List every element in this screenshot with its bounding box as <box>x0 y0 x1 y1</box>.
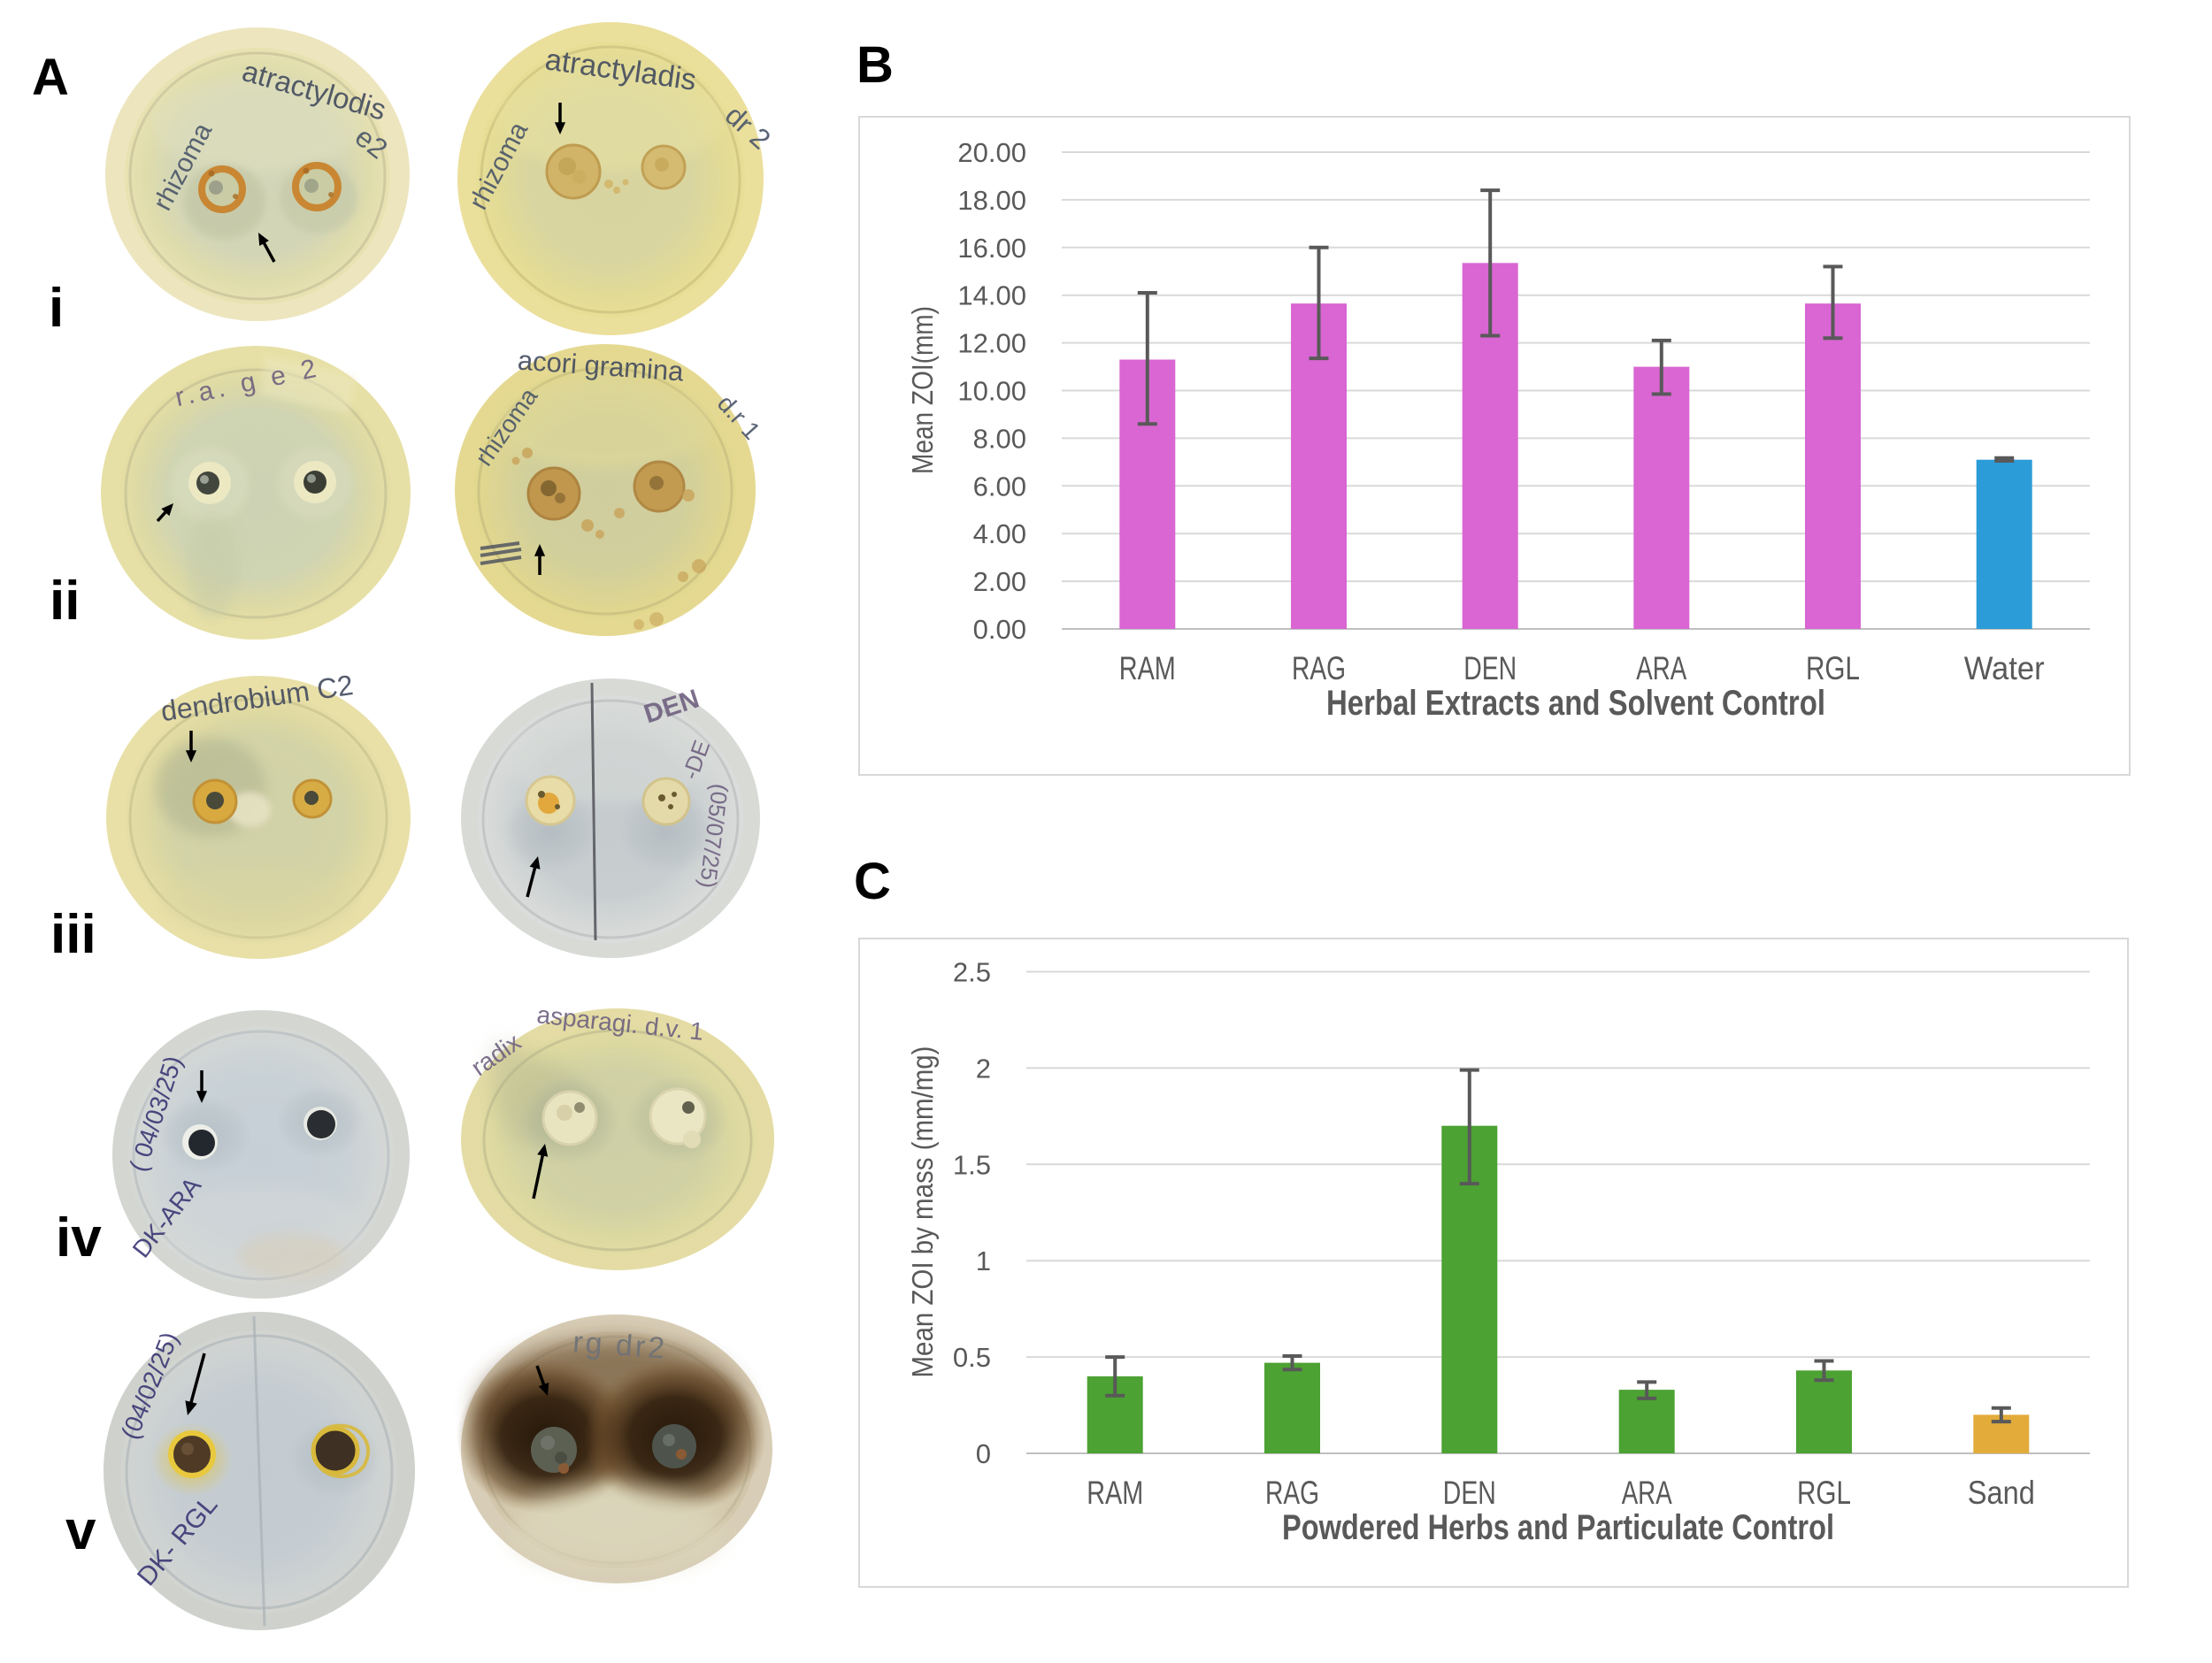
svg-text:iii: iii <box>50 904 96 965</box>
svg-text:C: C <box>854 853 891 910</box>
svg-text:A: A <box>32 49 69 106</box>
svg-text:6.00: 6.00 <box>973 471 1026 502</box>
svg-text:RAM: RAM <box>1119 650 1176 686</box>
svg-text:RGL: RGL <box>1806 650 1860 686</box>
svg-text:1: 1 <box>976 1245 991 1276</box>
svg-text:v: v <box>65 1500 96 1561</box>
svg-text:Mean ZOI(mm): Mean ZOI(mm) <box>906 306 939 474</box>
svg-text:rg dr2: rg dr2 <box>572 1325 668 1365</box>
svg-text:B: B <box>856 36 894 94</box>
svg-text:Powdered Herbs and Particulate: Powdered Herbs and Particulate Control <box>1282 1508 1834 1547</box>
svg-text:16.00: 16.00 <box>957 233 1026 264</box>
svg-text:RAG: RAG <box>1292 650 1346 686</box>
svg-text:i: i <box>49 278 64 339</box>
svg-text:Water: Water <box>1964 650 2045 686</box>
svg-text:Herbal Extracts and Solvent Co: Herbal Extracts and Solvent Control <box>1326 684 1825 723</box>
svg-text:iv: iv <box>56 1207 102 1268</box>
svg-text:DEN: DEN <box>1463 650 1517 686</box>
svg-text:1.5: 1.5 <box>953 1149 991 1180</box>
svg-text:14.00: 14.00 <box>957 280 1026 311</box>
svg-text:RAM: RAM <box>1087 1475 1143 1511</box>
svg-text:2: 2 <box>976 1053 991 1084</box>
svg-text:2.00: 2.00 <box>973 566 1026 597</box>
svg-text:Mean ZOI by mass (mm/mg): Mean ZOI by mass (mm/mg) <box>906 1046 939 1378</box>
svg-text:12.00: 12.00 <box>957 328 1026 359</box>
svg-text:2.5: 2.5 <box>953 957 991 988</box>
svg-text:0.5: 0.5 <box>953 1342 991 1373</box>
svg-text:Sand: Sand <box>1968 1475 2035 1511</box>
svg-text:ii: ii <box>50 571 80 632</box>
svg-text:RAG: RAG <box>1265 1475 1319 1511</box>
svg-text:18.00: 18.00 <box>957 185 1026 216</box>
svg-text:ARA: ARA <box>1622 1475 1672 1511</box>
svg-text:RGL: RGL <box>1797 1475 1851 1511</box>
svg-text:20.00: 20.00 <box>957 137 1026 168</box>
svg-text:8.00: 8.00 <box>973 423 1026 454</box>
svg-text:4.00: 4.00 <box>973 518 1026 549</box>
svg-text:ARA: ARA <box>1636 650 1686 686</box>
svg-text:10.00: 10.00 <box>957 376 1026 407</box>
svg-text:0: 0 <box>976 1438 991 1469</box>
svg-text:DEN: DEN <box>1443 1475 1496 1511</box>
svg-text:0.00: 0.00 <box>973 614 1026 645</box>
